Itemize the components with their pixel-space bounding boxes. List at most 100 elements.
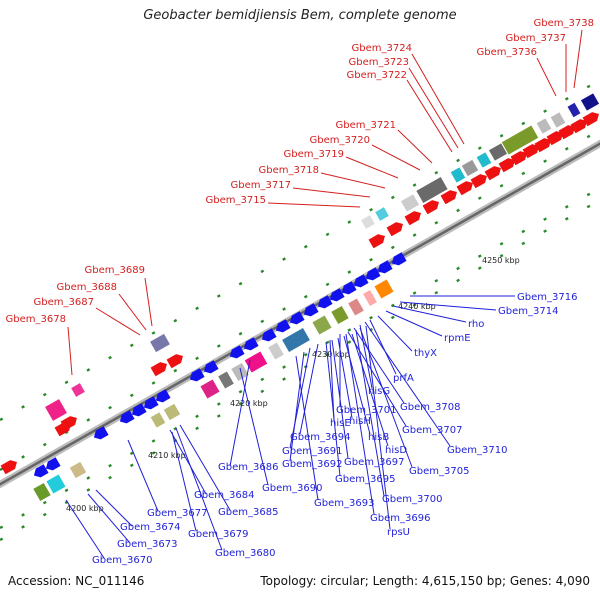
- feature-box: [567, 102, 581, 118]
- feature-box: [389, 273, 403, 291]
- label-leader-line: [331, 339, 349, 459]
- reverse-gene-arrow: [341, 281, 357, 295]
- label-leader-line: [144, 277, 153, 327]
- feature-boxes: [33, 93, 600, 502]
- feature-box: [374, 279, 394, 299]
- map-title: Geobacter bemidjiensis Bem, complete gen…: [143, 8, 457, 23]
- gene-label: Gbem_3673: [117, 539, 177, 550]
- feature-box: [231, 362, 249, 382]
- feature-box: [536, 118, 552, 134]
- forward-gene-arrow: [404, 211, 421, 226]
- gene-label: Gbem_3694: [290, 432, 350, 443]
- forward-gene-arrow: [470, 174, 487, 189]
- gene-label: Gbem_3720: [310, 135, 370, 146]
- reverse-gene-arrow: [189, 368, 205, 382]
- feature-box: [375, 207, 389, 221]
- gene-label: Gbem_3697: [344, 457, 404, 468]
- gene-label: Gbem_3691: [282, 446, 342, 457]
- reverse-gene-labels: Gbem_3716Gbem_3714rhorpmEthyXprfAhisGGbe…: [65, 292, 577, 566]
- feature-box: [150, 412, 166, 428]
- forward-gene-arrow: [440, 190, 457, 205]
- gene-label: Gbem_3714: [498, 306, 558, 317]
- feature-box: [71, 383, 85, 397]
- feature-box: [416, 177, 448, 203]
- forward-gene-arrow: [368, 234, 385, 249]
- label-leader-line: [325, 341, 341, 477]
- reverse-gene-arrow: [317, 295, 333, 309]
- label-leader-line: [87, 493, 131, 544]
- gene-label: Gbem_3715: [206, 195, 266, 206]
- feature-box: [550, 112, 566, 128]
- label-leader-line: [292, 187, 371, 198]
- forward-gene-arrow: [456, 181, 473, 196]
- forward-gene-arrow: [498, 158, 515, 173]
- label-leader-line: [345, 333, 375, 515]
- forward-gene-arrow: [534, 138, 551, 153]
- feature-box: [200, 379, 220, 399]
- forward-gene-arrow: [522, 144, 539, 159]
- reverse-gene-arrow: [289, 311, 305, 325]
- forward-gene-arrow: [582, 112, 599, 127]
- gene-label: rpsU: [387, 527, 410, 538]
- feature-box: [244, 351, 268, 373]
- gene-label: thyX: [414, 348, 437, 359]
- tick-row-outer: [0, 78, 600, 422]
- gene-label: Gbem_3674: [120, 522, 180, 533]
- reverse-gene-track: [33, 252, 407, 478]
- feature-box: [33, 482, 51, 502]
- feature-box: [268, 342, 284, 360]
- label-leader-line: [351, 333, 389, 447]
- feature-box: [45, 399, 67, 421]
- label-leader-line: [536, 57, 557, 97]
- feature-box: [450, 167, 466, 183]
- forward-gene-arrow: [0, 460, 17, 475]
- label-leader-line: [239, 367, 269, 486]
- gene-label: Gbem_3738: [534, 18, 594, 29]
- reverse-gene-arrow: [365, 267, 381, 281]
- gene-label: Gbem_3710: [447, 445, 507, 456]
- feature-box: [400, 194, 420, 212]
- gene-label: rpmE: [444, 333, 471, 344]
- label-leader-line: [364, 321, 451, 447]
- gene-label: Gbem_3736: [477, 47, 537, 58]
- tick-row-lower: [0, 186, 600, 530]
- gene-label: Gbem_3687: [34, 297, 94, 308]
- feature-box: [312, 315, 332, 335]
- gene-label: hisD: [385, 445, 407, 456]
- reverse-gene-arrow: [391, 252, 407, 266]
- reverse-gene-arrow: [243, 337, 259, 351]
- label-leader-line: [399, 301, 497, 311]
- reverse-gene-arrow: [261, 328, 277, 342]
- feature-box: [69, 461, 87, 479]
- forward-gene-track: [0, 112, 599, 475]
- gene-label: Gbem_3695: [335, 474, 395, 485]
- gene-label: Gbem_3719: [284, 149, 344, 160]
- label-leader-line: [371, 144, 421, 171]
- gene-label: Gbem_3716: [517, 292, 577, 303]
- gene-label: Gbem_3718: [259, 165, 319, 176]
- scale-label: 4240 kbp: [398, 302, 436, 311]
- genome-summary-text: Topology: circular; Length: 4,615,150 bp…: [260, 574, 590, 588]
- reverse-gene-arrow: [377, 260, 393, 274]
- label-leader-line: [408, 67, 459, 149]
- label-leader-line: [347, 331, 407, 427]
- gene-label: Gbem_3701: [336, 405, 396, 416]
- label-leader-line: [267, 202, 361, 208]
- forward-gene-arrow: [546, 131, 563, 146]
- gene-label: Gbem_3670: [92, 555, 152, 566]
- gene-label: Gbem_3685: [218, 507, 278, 518]
- feature-box: [580, 93, 600, 111]
- gene-label: Gbem_3722: [347, 70, 407, 81]
- forward-gene-arrow: [558, 125, 575, 140]
- gene-label: Gbem_3705: [409, 466, 469, 477]
- label-leader-line: [369, 319, 397, 375]
- reverse-gene-arrow: [143, 396, 159, 410]
- forward-gene-arrow: [570, 119, 587, 134]
- reverse-gene-arrow: [93, 426, 109, 440]
- label-leader-line: [411, 53, 465, 145]
- forward-gene-arrow: [166, 354, 183, 369]
- gene-label: Gbem_3721: [336, 120, 396, 131]
- label-leader-line: [289, 351, 305, 462]
- label-leader-line: [169, 429, 207, 495]
